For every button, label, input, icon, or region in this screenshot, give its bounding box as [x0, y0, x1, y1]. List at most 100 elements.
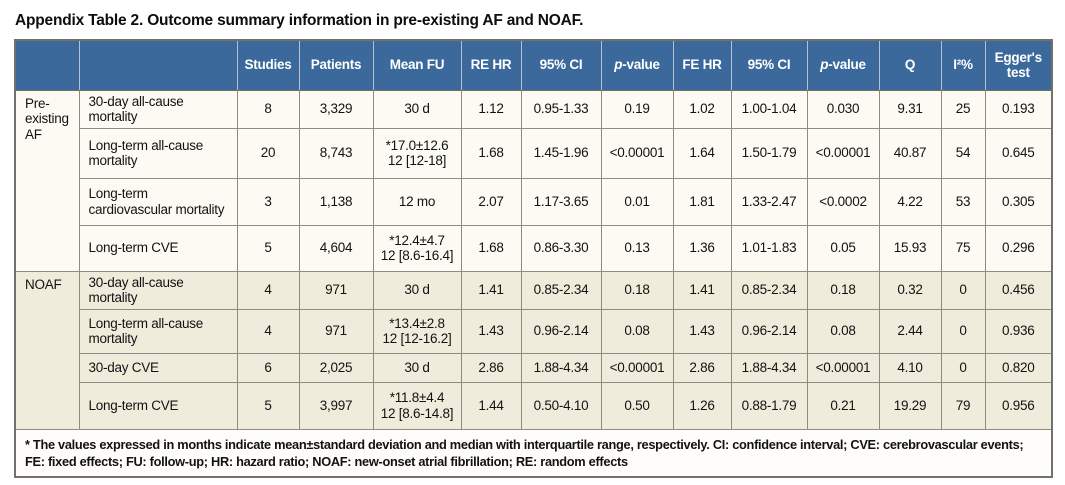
col-header-fe-ci: 95% CI	[730, 40, 807, 91]
cell-i2: 0	[940, 270, 986, 310]
cell-fe-pvalue: 0.21	[806, 381, 880, 430]
cell-fe-ci: 1.33-2.47	[730, 177, 808, 226]
cell-re-ci: 0.86-3.30	[520, 224, 602, 272]
col-header-patients: Patients	[298, 40, 373, 91]
cell-studies: 5	[236, 224, 300, 272]
table-row: Long-term all-cause mortality 20 8,743 *…	[15, 127, 1053, 179]
cell-fe-hr: 1.41	[672, 270, 732, 310]
table-row: Long-term CVE 5 4,604 *12.4±4.7 12 [8.6-…	[15, 224, 1053, 272]
cell-re-pvalue: 0.01	[600, 177, 674, 226]
cell-studies: 3	[236, 177, 300, 226]
cell-q: 19.29	[878, 381, 942, 430]
cell-i2: 79	[940, 381, 986, 430]
cell-re-pvalue: <0.00001	[600, 352, 674, 383]
table-row: NOAF 30-day all-cause mortality 4 971 30…	[14, 270, 1053, 430]
cell-eggers: 0.456	[984, 270, 1053, 310]
cell-mean-fu: *11.8±4.4 12 [8.6-14.8]	[372, 381, 462, 430]
cell-studies: 4	[236, 270, 300, 310]
cell-re-ci: 0.50-4.10	[520, 381, 602, 430]
group-label: NOAF	[14, 270, 80, 430]
cell-re-hr: 1.68	[460, 127, 522, 179]
col-header-mean-fu: Mean FU	[372, 40, 461, 91]
cell-mean-fu: 30 d	[372, 270, 462, 310]
cell-re-ci: 0.85-2.34	[520, 270, 602, 310]
cell-i2: 54	[940, 127, 986, 179]
cell-fe-hr: 1.36	[672, 224, 732, 272]
cell-fe-ci: 1.88-4.34	[730, 352, 808, 383]
cell-re-hr: 1.41	[460, 270, 522, 310]
outcome-summary-table: Studies Patients Mean FU RE HR 95% CI p-…	[14, 39, 1053, 479]
cell-mean-fu: *17.0±12.6 12 [12-18]	[372, 127, 462, 179]
col-header-studies: Studies	[236, 40, 299, 91]
cell-fe-hr: 1.81	[672, 177, 732, 226]
cell-eggers: 0.296	[984, 224, 1053, 272]
cell-q: 4.10	[878, 352, 942, 383]
cell-re-pvalue: 0.18	[600, 270, 674, 310]
cell-re-hr: 1.43	[460, 308, 522, 354]
p-italic: p	[614, 57, 623, 73]
cell-outcome: Long-term cardiovascular mortality	[78, 177, 238, 226]
corner-cell-group	[15, 40, 79, 91]
cell-fe-ci: 0.88-1.79	[730, 381, 808, 430]
cell-fe-pvalue: 0.08	[806, 308, 880, 354]
cell-re-ci: 0.95-1.33	[520, 89, 602, 129]
cell-q: 15.93	[878, 224, 942, 272]
cell-i2: 25	[940, 89, 986, 129]
p-suffix: -value	[828, 57, 866, 73]
cell-re-ci: 1.88-4.34	[520, 352, 602, 383]
cell-i2: 75	[940, 224, 986, 272]
cell-mean-fu: 30 d	[372, 352, 462, 383]
cell-studies: 8	[236, 89, 300, 129]
cell-fe-hr: 1.26	[672, 381, 732, 430]
col-header-i2: I²%	[940, 40, 985, 91]
cell-patients: 3,329	[298, 89, 374, 129]
cell-q: 4.22	[878, 177, 942, 226]
cell-patients: 3,997	[298, 381, 374, 430]
cell-outcome: Long-term all-cause mortality	[78, 127, 238, 179]
cell-fe-hr: 1.02	[672, 89, 732, 129]
cell-q: 0.32	[878, 270, 942, 310]
cell-re-pvalue: 0.19	[600, 89, 674, 129]
cell-fe-pvalue: 0.05	[806, 224, 880, 272]
col-header-fe-pvalue: p-value	[806, 40, 879, 91]
cell-patients: 971	[298, 308, 374, 354]
cell-fe-ci: 1.50-1.79	[730, 127, 808, 179]
cell-re-ci: 1.17-3.65	[520, 177, 602, 226]
cell-q: 2.44	[878, 308, 942, 354]
cell-re-pvalue: <0.00001	[600, 127, 674, 179]
cell-fe-ci: 0.85-2.34	[730, 270, 808, 310]
group-noaf: NOAF 30-day all-cause mortality 4 971 30…	[14, 270, 1053, 430]
cell-mean-fu: *13.4±2.8 12 [12-16.2]	[372, 308, 462, 354]
cell-re-hr: 2.07	[460, 177, 522, 226]
cell-fe-ci: 1.01-1.83	[730, 224, 808, 272]
cell-re-hr: 2.86	[460, 352, 522, 383]
cell-eggers: 0.936	[984, 308, 1053, 354]
cell-i2: 53	[940, 177, 986, 226]
cell-eggers: 0.193	[984, 89, 1053, 129]
p-suffix: -value	[622, 57, 660, 73]
table-row: Long-term cardiovascular mortality 3 1,1…	[15, 177, 1053, 226]
col-header-q: Q	[878, 40, 941, 91]
col-header-eggers-test: Egger's test	[984, 40, 1052, 91]
cell-patients: 2,025	[298, 352, 374, 383]
cell-outcome: Long-term CVE	[78, 381, 238, 430]
col-header-re-ci: 95% CI	[520, 40, 601, 91]
col-header-fe-hr: FE HR	[672, 40, 731, 91]
cell-q: 40.87	[878, 127, 942, 179]
table-row: Pre-existing AF 30-day all-cause mortali…	[14, 89, 1053, 272]
cell-studies: 20	[236, 127, 300, 179]
cell-fe-hr: 1.43	[672, 308, 732, 354]
footnote-row: * The values expressed in months indicat…	[14, 428, 1053, 478]
p-italic: p	[820, 57, 829, 73]
table-row: Long-term CVE 5 3,997 *11.8±4.4 12 [8.6-…	[15, 381, 1053, 430]
cell-eggers: 0.820	[984, 352, 1053, 383]
cell-outcome: Long-term all-cause mortality	[78, 308, 238, 354]
cell-fe-hr: 1.64	[672, 127, 732, 179]
cell-fe-hr: 2.86	[672, 352, 732, 383]
group-label: Pre-existing AF	[14, 89, 80, 272]
cell-fe-pvalue: <0.0002	[806, 177, 880, 226]
cell-fe-pvalue: 0.030	[806, 89, 880, 129]
cell-re-hr: 1.12	[460, 89, 522, 129]
cell-studies: 6	[236, 352, 300, 383]
